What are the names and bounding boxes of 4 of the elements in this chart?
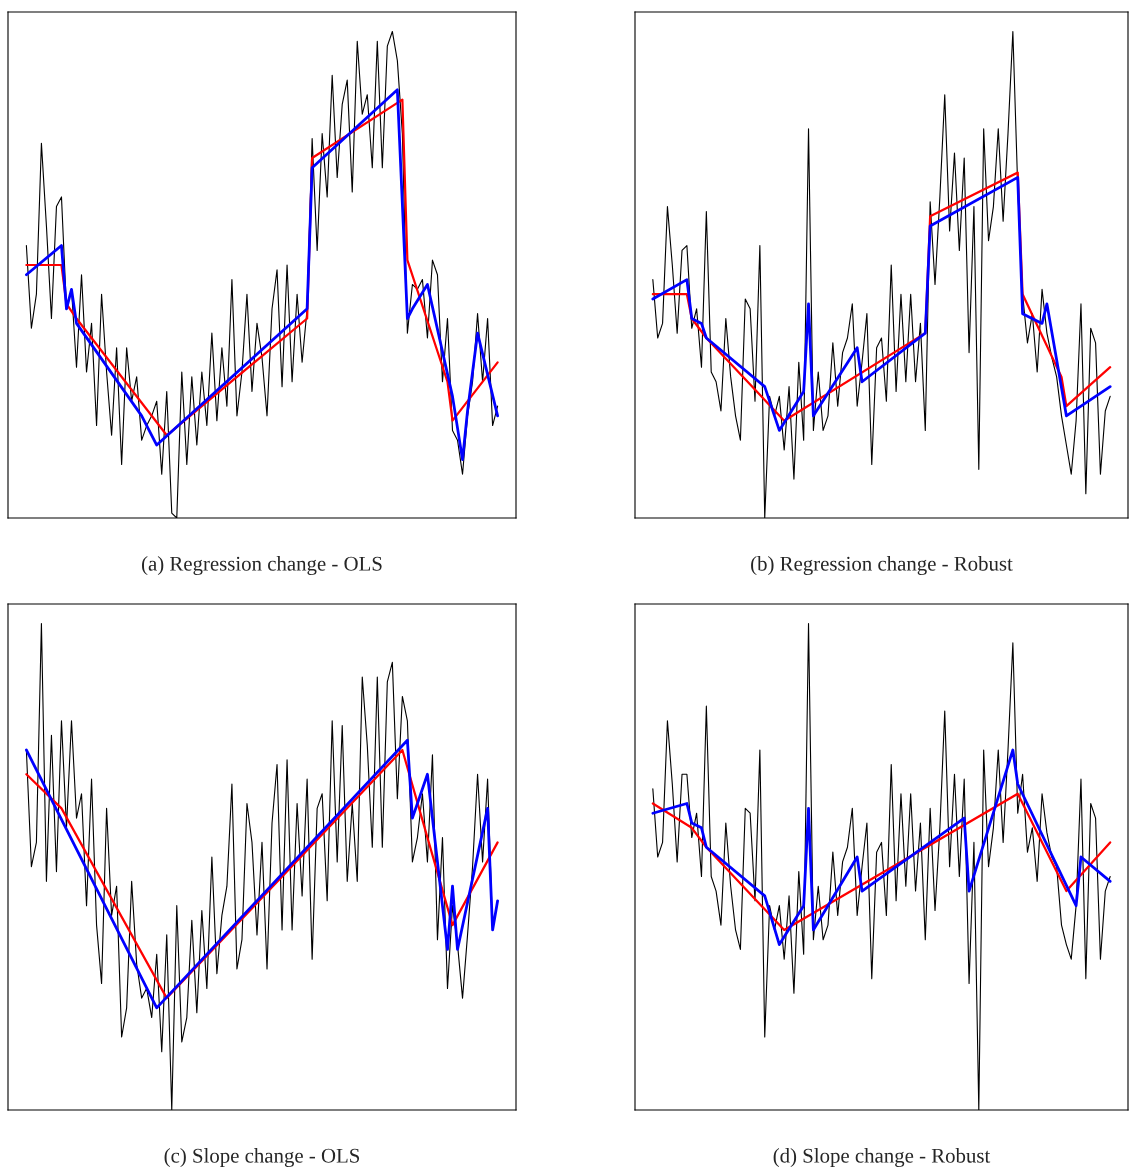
text: (c) Slope change - OLS (164, 1148, 360, 1168)
text: (d) Slope change - Robust (773, 1148, 991, 1168)
text: (a) Regression change - OLS (142, 556, 382, 576)
text: (b) Regression change - Robust (751, 556, 1013, 576)
